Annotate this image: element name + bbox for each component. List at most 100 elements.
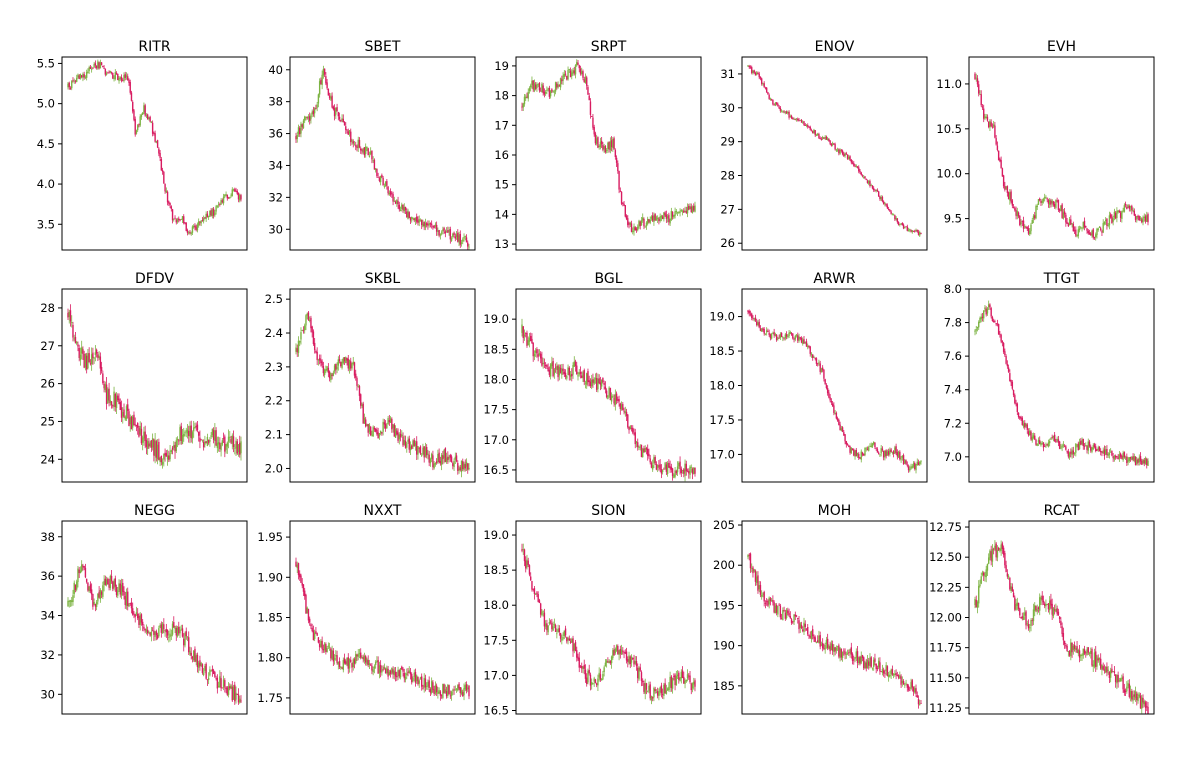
candle-body bbox=[881, 669, 884, 673]
candle-body bbox=[1017, 412, 1020, 418]
candle-body bbox=[330, 372, 332, 381]
candle-body bbox=[599, 382, 602, 385]
candle-body bbox=[194, 426, 196, 429]
candle-body bbox=[235, 190, 237, 192]
candle-body bbox=[371, 434, 373, 436]
candle-body bbox=[340, 361, 342, 367]
candle-body bbox=[90, 354, 93, 365]
candle-body bbox=[843, 650, 845, 652]
candle-body bbox=[117, 73, 119, 80]
candle-body bbox=[1032, 435, 1035, 439]
candle-body bbox=[685, 463, 687, 472]
candle-body bbox=[1114, 455, 1117, 458]
candle-body bbox=[819, 138, 821, 140]
subplot-title: MOH bbox=[818, 503, 852, 519]
candle-body bbox=[453, 232, 455, 235]
candle-body bbox=[201, 439, 204, 441]
candle-body bbox=[1077, 649, 1080, 654]
candle-body bbox=[800, 624, 803, 629]
candle-body bbox=[802, 629, 804, 632]
candle-body bbox=[74, 336, 77, 344]
candle-body bbox=[1025, 227, 1027, 228]
candle-body bbox=[602, 674, 604, 680]
candle-body bbox=[113, 391, 115, 407]
candle-body bbox=[1046, 604, 1048, 606]
candle-body bbox=[1026, 227, 1028, 229]
candle-body bbox=[159, 625, 161, 628]
candle-body bbox=[225, 687, 227, 690]
candle-body bbox=[1107, 669, 1109, 671]
y-tick-label: 30 bbox=[268, 222, 283, 236]
candle-body bbox=[1010, 586, 1012, 591]
candle-body bbox=[335, 363, 337, 370]
candle-body bbox=[181, 628, 184, 637]
candle-body bbox=[594, 377, 597, 380]
candle-body bbox=[826, 638, 829, 649]
candle-body bbox=[980, 576, 982, 584]
candle-body bbox=[645, 222, 648, 227]
candle-body bbox=[891, 669, 894, 675]
y-tick-label: 13 bbox=[494, 237, 509, 251]
candle-body bbox=[304, 590, 306, 597]
candle-body bbox=[833, 143, 835, 145]
y-tick-label: 12.00 bbox=[929, 611, 962, 625]
candle-body bbox=[190, 232, 192, 234]
y-tick-label: 200 bbox=[713, 558, 735, 572]
candle-body bbox=[146, 441, 149, 449]
candle-body bbox=[770, 99, 773, 101]
candle-body bbox=[848, 445, 850, 448]
candle-body bbox=[154, 440, 156, 457]
candle-body bbox=[1009, 577, 1011, 590]
subplot-title: RCAT bbox=[1044, 503, 1080, 519]
y-tick-label: 1.80 bbox=[257, 651, 283, 665]
candle-body bbox=[129, 603, 131, 604]
candle-body bbox=[881, 448, 884, 451]
candle-body bbox=[221, 440, 224, 445]
candle-body bbox=[1053, 434, 1056, 442]
candle-body bbox=[815, 358, 818, 364]
axes-frame bbox=[289, 56, 476, 251]
candle-body bbox=[352, 659, 354, 667]
candle-body bbox=[308, 618, 311, 623]
candle-body bbox=[845, 153, 848, 155]
candle-body bbox=[440, 454, 443, 465]
candle-body bbox=[411, 674, 413, 683]
candle-body bbox=[1117, 674, 1119, 683]
candle-body bbox=[859, 656, 861, 664]
candle-body bbox=[638, 446, 640, 448]
candle-body bbox=[604, 146, 607, 153]
candle-body bbox=[1133, 456, 1136, 461]
candle-body bbox=[345, 357, 347, 363]
candle-body bbox=[684, 210, 686, 213]
candle-body bbox=[542, 611, 544, 613]
candle-body bbox=[416, 441, 418, 455]
candle-body bbox=[581, 375, 583, 378]
candle-body bbox=[356, 654, 358, 657]
candle-body bbox=[194, 648, 196, 662]
candle-body bbox=[588, 95, 590, 101]
candle-body bbox=[237, 694, 240, 703]
candles bbox=[974, 540, 1149, 714]
candle-body bbox=[88, 586, 90, 592]
candle-body bbox=[382, 421, 384, 432]
candle-body bbox=[173, 622, 175, 628]
candle-body bbox=[1058, 441, 1061, 449]
candle-body bbox=[651, 215, 654, 221]
candle-body bbox=[905, 682, 907, 684]
candle-body bbox=[179, 427, 181, 441]
candle-body bbox=[975, 599, 977, 608]
candle-body bbox=[323, 68, 326, 75]
candle-body bbox=[99, 62, 102, 69]
candle-body bbox=[1034, 605, 1036, 612]
y-tick-label: 17.0 bbox=[483, 433, 509, 447]
candle-body bbox=[149, 442, 151, 447]
candle-body bbox=[118, 583, 120, 591]
candle-body bbox=[348, 130, 351, 134]
candle-body bbox=[665, 690, 668, 694]
candle-body bbox=[858, 454, 860, 458]
candle-body bbox=[799, 119, 801, 121]
candle-body bbox=[615, 393, 618, 401]
candle-body bbox=[578, 657, 580, 668]
candle-body bbox=[154, 133, 156, 142]
candle-body bbox=[1037, 607, 1040, 609]
